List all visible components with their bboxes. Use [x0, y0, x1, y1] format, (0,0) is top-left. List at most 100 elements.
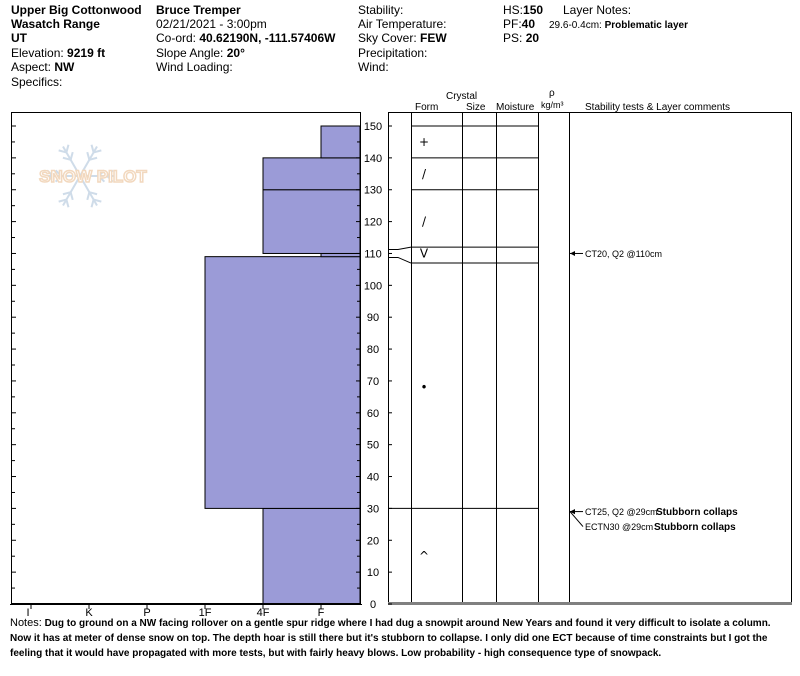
stability-test-label: CT20, Q2 @110cm — [585, 249, 662, 259]
slope-row: Slope Angle: 20° — [156, 46, 245, 60]
snowflake-icon — [46, 144, 114, 208]
stability-test-arrow — [569, 511, 584, 527]
snowflake-branch — [106, 169, 114, 177]
hardness-bar — [262, 507, 361, 605]
aspect-row: Aspect: NW — [11, 60, 74, 74]
height-tick-label: 20 — [367, 535, 379, 547]
sky-row: Sky Cover: FEW — [358, 31, 447, 45]
observation-datetime: 02/21/2021 - 3:00pm — [156, 17, 267, 31]
snowflake-branch — [106, 175, 114, 183]
grain-form-symbol: ^ — [419, 549, 429, 563]
size-heading: Size — [466, 102, 486, 113]
aspect-value: NW — [54, 60, 75, 74]
wind-label: Wind: — [358, 60, 389, 74]
stability-test-label: ECTN30 @29cm — [585, 522, 653, 532]
range-name: Wasatch Range — [11, 17, 100, 31]
grain-form-symbol: • — [420, 380, 427, 394]
snowflake-branch — [65, 144, 70, 153]
layer-leader-line — [388, 246, 412, 250]
wind-loading-label: Wind Loading: — [156, 60, 233, 74]
hardness-tick-label: I — [26, 607, 29, 619]
height-tick-label: 40 — [367, 472, 379, 484]
height-tick-label: 150 — [364, 121, 382, 133]
hardness-bar — [262, 189, 361, 254]
height-tick-label: 30 — [367, 503, 379, 515]
height-tick-label: 110 — [364, 248, 382, 260]
elevation-label: Elevation: — [11, 46, 64, 60]
snowflake-branch — [90, 199, 95, 208]
hs-label: HS: — [503, 3, 524, 17]
layer-note-range: 29.6-0.4cm: — [549, 20, 602, 31]
stability-test-comment: Stubborn collaps — [656, 507, 738, 518]
slope-value: 20° — [226, 46, 245, 60]
hardness-bar — [204, 256, 361, 509]
specifics-label: Specifics: — [11, 75, 63, 89]
snowpilot-logo: SNOW PILOT — [38, 144, 148, 208]
layer-note-text: Problematic layer — [604, 20, 688, 31]
crystal-heading: Crystal — [446, 91, 478, 102]
location-name: Upper Big Cottonwood — [11, 3, 142, 17]
layer-leader-line — [388, 256, 412, 264]
elevation-value: 9219 ft — [67, 46, 106, 60]
snowflake-branch — [54, 169, 63, 177]
stability-label: Stability: — [358, 3, 404, 17]
snowflake-branch — [97, 169, 106, 177]
hs-row: HS:150 — [503, 3, 543, 17]
height-tick-label: 80 — [367, 344, 379, 356]
hardness-plot-frame — [11, 112, 361, 604]
coord-value: 40.62190N, -111.57406W — [199, 31, 336, 45]
hardness-bar — [320, 125, 361, 159]
coord-row: Co-ord: 40.62190N, -111.57406W — [156, 31, 335, 45]
snowflake-branch — [69, 191, 74, 201]
snowflake-branch — [69, 151, 74, 161]
sky-value: FEW — [420, 31, 447, 45]
ps-value: 20 — [525, 31, 540, 45]
comments-heading: Stability tests & Layer comments — [585, 102, 731, 113]
stability-test-label: CT25, Q2 @29cm — [585, 507, 658, 517]
logo-text: SNOW PILOT — [39, 167, 147, 186]
snowflake-branch — [93, 149, 102, 154]
ground-line — [388, 602, 792, 605]
height-tick-label: 60 — [367, 408, 379, 420]
height-tick-label: 140 — [364, 153, 382, 165]
hardness-tick-label: K — [85, 607, 93, 619]
sky-label: Sky Cover: — [358, 31, 417, 45]
arrow-head-icon — [570, 250, 575, 256]
arrow-head-icon — [570, 509, 575, 515]
snowflake-branch — [97, 175, 106, 183]
ps-row: PS: 20 — [503, 31, 539, 45]
grain-form-symbol: / — [422, 215, 427, 229]
notes-text: Dug to ground on a NW facing rollover on… — [10, 618, 771, 659]
snowflake-branch — [86, 151, 91, 161]
grain-form-symbol: / — [422, 167, 427, 181]
snowflake-branch — [93, 198, 102, 203]
ps-label: PS: — [503, 31, 523, 45]
snowflake-branch — [46, 175, 54, 183]
observer-name: Bruce Tremper — [156, 3, 241, 17]
aspect-label: Aspect: — [11, 60, 52, 74]
snowflake-branch — [65, 199, 70, 208]
hardness-tick-label: 4F — [257, 607, 270, 619]
stability-test-comment: Stubborn collaps — [654, 522, 736, 533]
air-temp-label: Air Temperature: — [358, 17, 447, 31]
hardness-tick-label: F — [318, 607, 325, 619]
snowflake-branch — [89, 191, 98, 196]
layer-note-row: 29.6-0.4cm: Problematic layer — [549, 19, 688, 33]
snowflake-branch — [58, 198, 67, 203]
snowflake-branch — [89, 156, 98, 161]
snowflake-branch — [58, 149, 67, 154]
height-tick-label: 120 — [364, 217, 382, 229]
height-tick-label: 130 — [364, 185, 382, 197]
hardness-bar — [262, 157, 361, 191]
state-name: UT — [11, 31, 27, 45]
grain-form-symbol: V — [420, 246, 429, 260]
precip-label: Precipitation: — [358, 46, 428, 60]
pf-row: PF:40 — [503, 17, 535, 31]
hardness-tick-label: P — [143, 607, 150, 619]
layer-notes-label: Layer Notes: — [563, 3, 632, 17]
snowflake-branch — [86, 191, 91, 201]
density-unit-heading: kg/m³ — [541, 100, 564, 110]
height-tick-label: 50 — [367, 440, 379, 452]
slope-label: Slope Angle: — [156, 46, 224, 60]
pf-value: 40 — [521, 17, 536, 31]
